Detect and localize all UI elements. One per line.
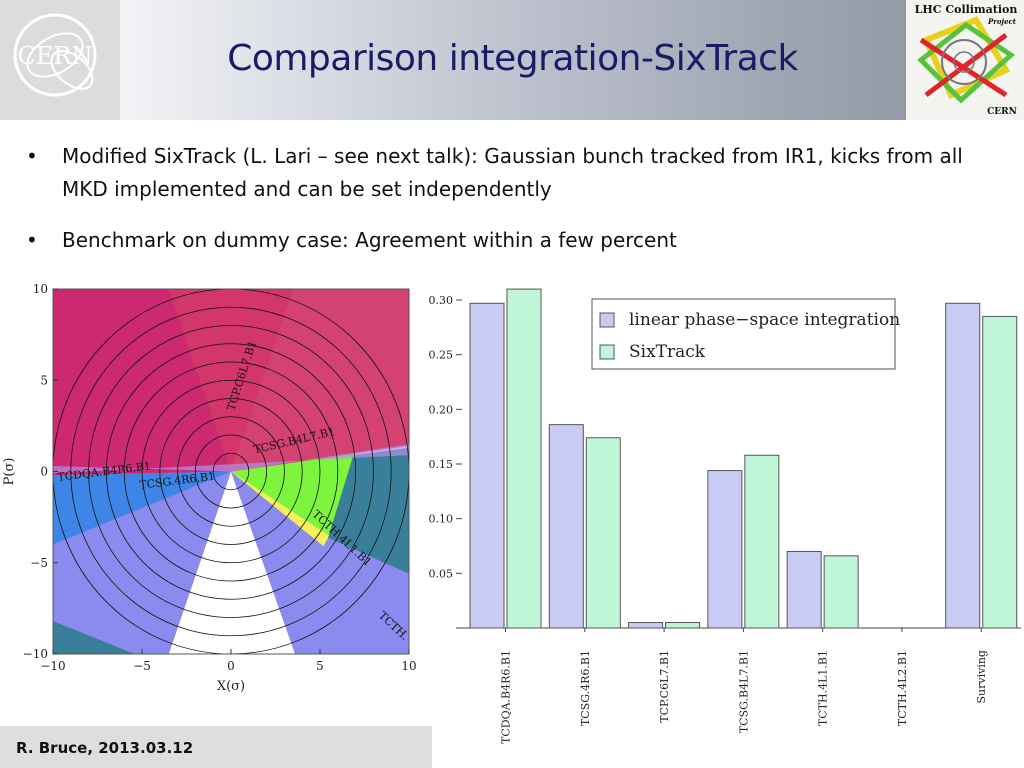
legend-swatch: [599, 312, 615, 328]
region-green: [231, 447, 356, 541]
y-tick-label: 0.25: [429, 349, 453, 362]
contour-circle: [88, 325, 374, 618]
x-tick-label: 0: [227, 659, 235, 673]
y-tick-label: −10: [23, 647, 48, 661]
category-label: TCTH.4L1.B1: [817, 650, 830, 726]
y-tick-label: 0.10: [429, 513, 453, 526]
bar: [786, 550, 822, 629]
y-axis-label: P(σ): [2, 458, 17, 486]
region-periwinkle-right: [231, 471, 409, 654]
x-tick-label: −10: [40, 659, 65, 673]
bar: [665, 622, 701, 629]
bullet-dot: •: [26, 228, 38, 252]
bar: [744, 454, 780, 629]
bar: [823, 555, 859, 629]
x-tick-label: −5: [133, 659, 151, 673]
bar: [707, 470, 743, 629]
bullet-item: • Modified SixTrack (L. Lari – see next t…: [22, 140, 1002, 206]
category-label: TCTH.4L2.B1: [896, 650, 909, 726]
bullet-text: Benchmark on dummy case: Agreement withi…: [62, 228, 677, 252]
category-label: TCP.C6L7.B1: [658, 650, 671, 723]
footer-text: R. Bruce, 2013.03.12: [16, 739, 194, 757]
contour-circle: [212, 452, 250, 491]
bar: [585, 437, 621, 629]
slide-footer: R. Bruce, 2013.03.12: [0, 726, 432, 768]
bar: [982, 315, 1018, 629]
phase-space-plot: −10 −5 0 5 10−10−50510X(σ)P(σ)TCP.C6L7.B1TCS…: [2, 282, 417, 694]
legend: linear phase−space integration SixTrack: [591, 298, 900, 370]
category-label: Surviving: [975, 650, 988, 703]
contour-circle: [141, 379, 321, 564]
bar-chart: 0.05 0.10 0.15 0.20 0.25 0.30 TCDQA.B4R6.B1 TCS…: [429, 288, 1021, 744]
y-tick-label: 0: [40, 465, 48, 479]
legend-box: [591, 298, 896, 370]
y-tick-label: −5: [30, 556, 48, 570]
legend-label: linear phase−space integration: [629, 310, 900, 330]
slide-header: [0, 0, 1024, 120]
plot-regions: [53, 289, 409, 654]
contour-circle: [159, 398, 303, 545]
bar: [945, 302, 981, 629]
lhc-logo-line3: CERN: [987, 107, 1017, 117]
contour-circle: [194, 434, 267, 509]
bullet-list: • Modified SixTrack (L. Lari – see next t…: [22, 140, 1002, 275]
y-tick-label: 5: [40, 373, 48, 387]
y-tick-label: 0.15: [429, 458, 453, 471]
category-label: TCSG.4R6.B1: [579, 650, 592, 726]
slide-title: Comparison integration-SixTrack: [227, 38, 798, 79]
y-tick-label: 0.05: [429, 567, 453, 580]
cern-logo-icon: CERN: [13, 13, 97, 97]
contour-circle: [177, 416, 285, 527]
lhc-logo-line1: LHC Collimation: [915, 3, 1018, 16]
lhc-collimation-logo-icon: LHC Collimation Project CERN: [915, 3, 1018, 117]
contour-circle: [123, 361, 339, 582]
region-rose: [231, 289, 409, 472]
bar: [628, 622, 664, 629]
lhc-logo-line2: Project: [987, 17, 1017, 26]
y-tick-label: 10: [33, 282, 48, 296]
region-yellow: [231, 471, 329, 547]
category-label: TCSG.B4L7.B1: [737, 650, 750, 733]
region-periwinkle: [53, 471, 231, 654]
cern-logo-text: CERN: [18, 42, 93, 70]
bar: [506, 288, 542, 629]
bullet-text: Modified SixTrack (L. Lari – see next ta…: [62, 144, 963, 201]
bar: [548, 424, 584, 629]
legend-swatch: [599, 344, 615, 360]
bullet-dot: •: [26, 144, 38, 168]
region-teal-corner: [53, 621, 135, 654]
x-tick-label: 5: [316, 659, 324, 673]
contour-circle: [70, 306, 392, 637]
category-label: TCDQA.B4R6.B1: [500, 650, 513, 744]
lhc-collimation-logo: LHC Collimation Project CERN: [905, 0, 1024, 120]
x-axis-label: X(σ): [217, 679, 245, 694]
legend-label: SixTrack: [629, 342, 706, 362]
cern-logo: CERN: [0, 0, 120, 120]
x-tick-label: 10: [401, 659, 416, 673]
y-tick-label: 0.30: [429, 294, 453, 307]
y-tick-label: 0.20: [429, 403, 453, 416]
contour-circle: [106, 343, 356, 600]
bar: [469, 302, 505, 629]
bullet-item: • Benchmark on dummy case: Agreement with…: [22, 224, 1002, 257]
